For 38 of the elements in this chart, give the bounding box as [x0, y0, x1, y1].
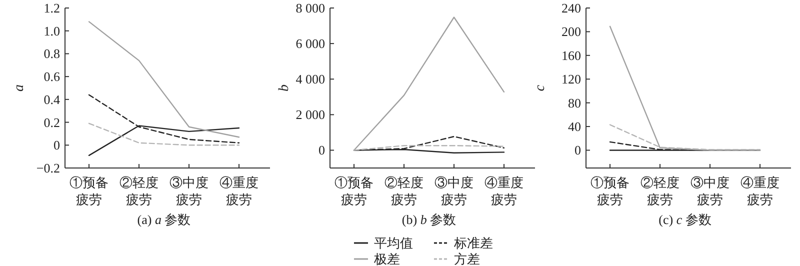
line-series [353, 16, 505, 151]
y-tick-label: 4 000 [296, 72, 325, 87]
y-tick-label: 0.6 [44, 69, 60, 84]
y-axis-title: a [12, 84, 27, 92]
y-tick-label: 8 000 [296, 0, 325, 16]
legend-label: 标准差 [453, 236, 493, 250]
y-tick-label: 160 [562, 48, 581, 63]
legend-label: 方差 [454, 252, 480, 266]
x-tick-label: ①预备疲劳 [334, 175, 374, 207]
x-axis-title: (a) a 参数 [137, 212, 191, 227]
x-tick-label: ④重度疲劳 [220, 175, 258, 207]
y-tick-label: 40 [568, 119, 581, 134]
y-axis-title: b [277, 84, 292, 92]
y-tick-label: −0.2 [36, 160, 60, 176]
y-tick-label: 200 [562, 24, 581, 40]
y-tick-label: 0 [318, 142, 325, 158]
y-tick-label: 1.2 [44, 0, 60, 16]
x-tick-label: ④重度疲劳 [484, 175, 524, 207]
y-tick-label: 0.2 [44, 114, 60, 130]
x-tick-label: ①预备疲劳 [70, 175, 108, 207]
x-axis-title: (c) c 参数 [658, 212, 712, 227]
y-tick-label: 0.4 [44, 92, 60, 107]
y-tick-label: 6 000 [296, 36, 325, 52]
y-tick-label: 1.0 [44, 23, 60, 38]
legend-label: 极差 [373, 252, 400, 266]
y-tick-label: 0.8 [44, 46, 60, 62]
x-tick-label: ①预备疲劳 [590, 175, 630, 207]
y-axis-title: c [533, 84, 548, 92]
y-tick-label: 0 [574, 142, 581, 158]
y-tick-label: 240 [562, 0, 581, 16]
x-tick-label: ④重度疲劳 [740, 175, 780, 207]
y-tick-label: 2 000 [296, 107, 325, 122]
line-series [88, 21, 240, 138]
x-axis-title: (b) b 参数 [402, 212, 456, 227]
legend-label: 平均值 [374, 236, 413, 250]
y-tick-label: 120 [562, 72, 581, 87]
y-tick-label: 80 [568, 95, 581, 110]
y-tick-label: 0 [54, 138, 60, 153]
